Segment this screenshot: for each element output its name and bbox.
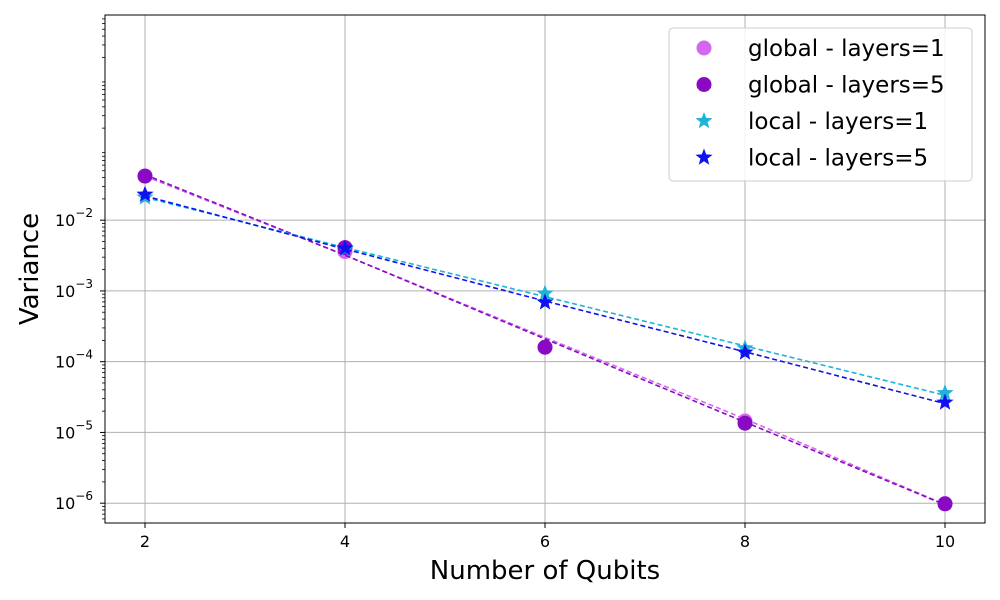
y-tick-label: 10−6 [55, 489, 93, 513]
axis-ticks: 2 4 6 8 10 10−6 10−5 10−4 10−3 10−2 [55, 18, 955, 551]
data-point [736, 343, 754, 360]
data-point [537, 339, 553, 355]
legend-marker [696, 40, 712, 56]
legend-marker [695, 112, 713, 129]
series-fit-line [144, 173, 946, 506]
series-fit-line [144, 195, 946, 405]
legend-label: local - layers=1 [748, 109, 928, 135]
y-axis-label: Variance [15, 213, 45, 325]
y-tick-label: 10−2 [55, 206, 93, 230]
y-tick-label: 10−3 [55, 277, 93, 301]
legend-item: global - layers=5 [696, 73, 945, 99]
data-point [137, 168, 153, 184]
x-tick-label: 10 [935, 532, 955, 551]
x-tick-label: 8 [740, 532, 750, 551]
data-point [936, 393, 954, 410]
x-axis-label: Number of Qubits [430, 556, 660, 586]
data-point [136, 185, 154, 202]
legend-item: local - layers=1 [695, 109, 928, 135]
legend-item: local - layers=5 [695, 146, 928, 172]
legend-label: global - layers=5 [748, 73, 945, 99]
data-point [737, 415, 753, 431]
legend-box [668, 27, 973, 182]
data-point [936, 384, 954, 401]
legend-item: global - layers=1 [696, 36, 945, 62]
data-point [536, 284, 554, 301]
data-point [536, 293, 554, 310]
series-4 [136, 185, 954, 410]
legend-label: global - layers=1 [748, 36, 945, 62]
legend-marker [696, 77, 712, 92]
data-point [336, 239, 354, 256]
y-tick-label: 10−5 [55, 418, 93, 442]
y-tick-label: 10−4 [55, 348, 93, 372]
legend: global - layers=1 global - layers=5 local … [668, 27, 973, 182]
data-point [937, 496, 953, 512]
x-tick-label: 2 [140, 532, 150, 551]
plot-series [136, 168, 954, 512]
legend-label: local - layers=5 [748, 146, 928, 172]
x-tick-label: 4 [340, 532, 350, 551]
x-tick-label: 6 [540, 532, 550, 551]
legend-marker [695, 148, 713, 165]
